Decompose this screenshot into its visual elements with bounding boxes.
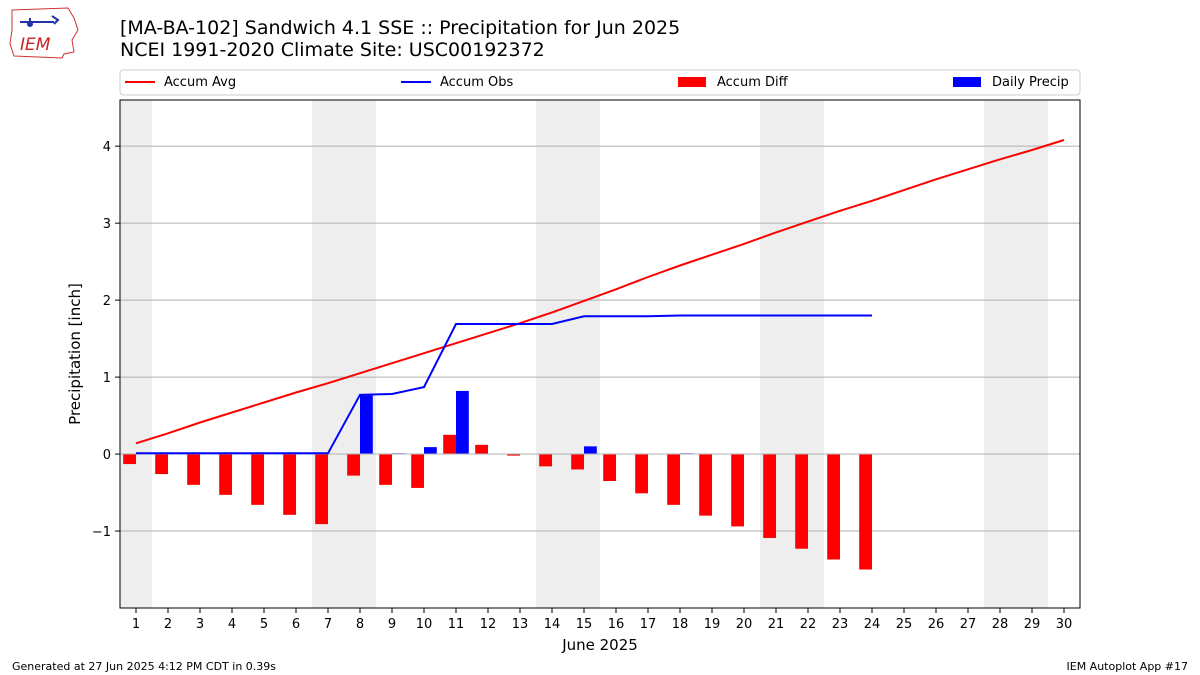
legend-daily-precip-swatch xyxy=(953,77,981,87)
accum-diff-bar-day-14 xyxy=(539,454,552,467)
y-tick-label-2: 1 xyxy=(103,371,111,386)
accum-diff-bar-day-21 xyxy=(763,454,776,538)
chart-title: [MA-BA-102] Sandwich 4.1 SSE :: Precipit… xyxy=(120,17,680,61)
plot-frame xyxy=(119,99,1081,609)
x-tick-label-28: 28 xyxy=(992,617,1009,632)
daily-precip-bar-day-10 xyxy=(424,447,437,455)
x-tick-label-20: 20 xyxy=(736,617,753,632)
accum-diff-bar-day-4 xyxy=(219,454,232,495)
accum-obs-line xyxy=(136,314,872,455)
accum-diff-bar-day-13 xyxy=(507,454,520,456)
accum-diff-bar-day-19 xyxy=(699,454,712,516)
accum-diff-bar-day-16 xyxy=(603,454,616,481)
iowa-outline-icon xyxy=(9,7,79,59)
legend-accum-obs: Accum Obs xyxy=(440,75,513,90)
accum-diff-bar-day-15 xyxy=(571,454,584,470)
x-tick-label-10: 10 xyxy=(416,617,433,632)
x-tick-label-12: 12 xyxy=(480,617,497,632)
x-tick-label-15: 15 xyxy=(576,617,593,632)
accum-avg-line xyxy=(135,139,1065,445)
x-tick-label-4: 4 xyxy=(228,617,236,632)
generated-note: Generated at 27 Jun 2025 4:12 PM CDT in … xyxy=(12,660,277,673)
title-line-1: [MA-BA-102] Sandwich 4.1 SSE :: Precipit… xyxy=(120,17,681,39)
y-tick-label-3: 2 xyxy=(103,294,111,309)
weekend-shade-day-1 xyxy=(120,100,152,608)
y-tick-label-5: 4 xyxy=(103,140,111,155)
x-tick-label-1: 1 xyxy=(132,617,140,632)
x-tick-label-23: 23 xyxy=(832,617,849,632)
title-line-2: NCEI 1991-2020 Climate Site: USC00192372 xyxy=(120,39,545,61)
x-axis-ticks: 1 2 3 4 5 6 7 8 9 10 11 12 13 14 15 16 17 18 19 20 21 22 23 24 2… xyxy=(132,608,1072,632)
accum-diff-bar-day-23 xyxy=(827,454,840,560)
legend-accum-avg: Accum Avg xyxy=(164,75,236,90)
daily-precip-bar-day-11 xyxy=(456,390,469,455)
legend-daily-precip: Daily Precip xyxy=(992,75,1069,90)
accum-diff-bar-day-5 xyxy=(251,454,264,505)
x-tick-label-19: 19 xyxy=(704,617,721,632)
weekend-shade-day-28 xyxy=(984,100,1016,608)
weekend-shade-day-29 xyxy=(1016,100,1048,608)
weekend-shade-day-8 xyxy=(344,100,376,608)
x-tick-label-16: 16 xyxy=(608,617,625,632)
app-note: IEM Autoplot App #17 xyxy=(1066,660,1189,673)
x-tick-label-8: 8 xyxy=(356,617,364,632)
accum-diff-bar-day-11 xyxy=(443,434,456,455)
accum-diff-bar-day-7 xyxy=(315,454,328,525)
accum-diff-bar-day-9 xyxy=(379,454,392,485)
x-tick-label-6: 6 xyxy=(292,617,300,632)
x-tick-label-21: 21 xyxy=(768,617,785,632)
x-tick-label-17: 17 xyxy=(640,617,657,632)
iem-logo: IEM xyxy=(9,7,79,59)
y-tick-label-4: 3 xyxy=(103,217,111,232)
x-tick-label-27: 27 xyxy=(960,617,977,632)
logo-text: IEM xyxy=(20,35,51,55)
x-tick-label-30: 30 xyxy=(1056,617,1073,632)
x-tick-label-13: 13 xyxy=(512,617,529,632)
y-axis-ticks: −1 0 1 2 3 4 xyxy=(92,140,120,540)
x-tick-label-22: 22 xyxy=(800,617,817,632)
accum-diff-bar-day-12 xyxy=(475,444,488,455)
x-tick-label-25: 25 xyxy=(896,617,913,632)
x-tick-label-11: 11 xyxy=(448,617,465,632)
accum-diff-bar-day-22 xyxy=(795,454,808,549)
legend-box xyxy=(119,69,1081,96)
accum-diff-bar-day-20 xyxy=(731,454,744,527)
daily-precip-bar-day-15 xyxy=(584,446,597,455)
x-tick-label-2: 2 xyxy=(164,617,172,632)
x-tick-label-14: 14 xyxy=(544,617,561,632)
y-tick-label-0: −1 xyxy=(92,525,111,540)
legend-accum-diff-swatch xyxy=(678,77,706,87)
x-tick-label-26: 26 xyxy=(928,617,945,632)
legend-accum-diff: Accum Diff xyxy=(717,75,789,90)
x-tick-label-9: 9 xyxy=(388,617,396,632)
legend: Accum Avg Accum Obs Accum Diff Daily Pre… xyxy=(119,69,1081,96)
accum-diff-bar-day-10 xyxy=(411,454,424,488)
accum-diff-bar-day-17 xyxy=(635,454,648,494)
accum-diff-bar-day-24 xyxy=(859,454,872,570)
accum-diff-bar-day-2 xyxy=(155,454,168,475)
lines-layer xyxy=(135,139,1065,455)
accum-diff-bar-day-8 xyxy=(347,454,360,476)
x-tick-label-3: 3 xyxy=(196,617,204,632)
x-tick-label-18: 18 xyxy=(672,617,689,632)
x-tick-label-7: 7 xyxy=(324,617,332,632)
y-axis-label: Precipitation [inch] xyxy=(66,283,84,425)
daily-precip-bar-day-8 xyxy=(360,395,373,455)
x-tick-label-29: 29 xyxy=(1024,617,1041,632)
accum-diff-bar-day-18 xyxy=(667,454,680,505)
accum-diff-bar-day-1 xyxy=(123,454,136,465)
accum-diff-bar-day-6 xyxy=(283,454,296,515)
x-axis-label: June 2025 xyxy=(561,636,638,654)
x-tick-label-24: 24 xyxy=(864,617,881,632)
accum-diff-bar-day-3 xyxy=(187,454,200,485)
y-tick-label-1: 0 xyxy=(103,448,111,463)
bars-layer xyxy=(120,390,1080,570)
weekend-shade-day-14 xyxy=(536,100,568,608)
weekend-shade-day-7 xyxy=(312,100,344,608)
weekend-shading xyxy=(120,100,1048,608)
x-tick-label-5: 5 xyxy=(260,617,268,632)
weekend-shade-day-15 xyxy=(568,100,600,608)
